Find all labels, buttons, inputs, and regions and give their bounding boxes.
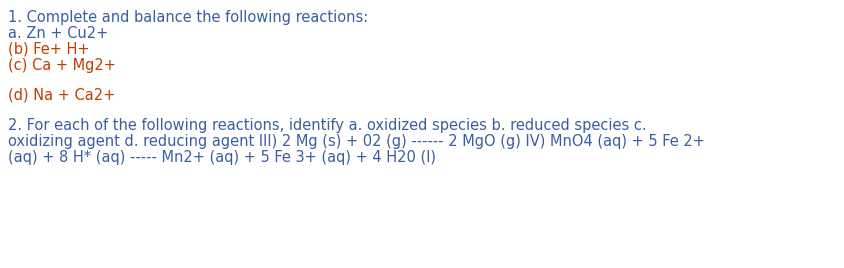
Text: (aq) + 8 H* (aq) ----- Mn2+ (aq) + 5 Fe 3+ (aq) + 4 H20 (l): (aq) + 8 H* (aq) ----- Mn2+ (aq) + 5 Fe … [8, 150, 436, 165]
Text: (c) Ca + Mg2+: (c) Ca + Mg2+ [8, 58, 116, 73]
Text: 2. For each of the following reactions, identify a. oxidized species b. reduced : 2. For each of the following reactions, … [8, 118, 646, 133]
Text: (b) Fe+ H+: (b) Fe+ H+ [8, 42, 89, 57]
Text: oxidizing agent d. reducing agent III) 2 Mg (s) + 02 (g) ------ 2 MgO (g) IV) Mn: oxidizing agent d. reducing agent III) 2… [8, 134, 704, 149]
Text: (d) Na + Ca2+: (d) Na + Ca2+ [8, 88, 115, 103]
Text: 1. Complete and balance the following reactions:: 1. Complete and balance the following re… [8, 10, 368, 25]
Text: a. Zn + Cu2+: a. Zn + Cu2+ [8, 26, 108, 41]
